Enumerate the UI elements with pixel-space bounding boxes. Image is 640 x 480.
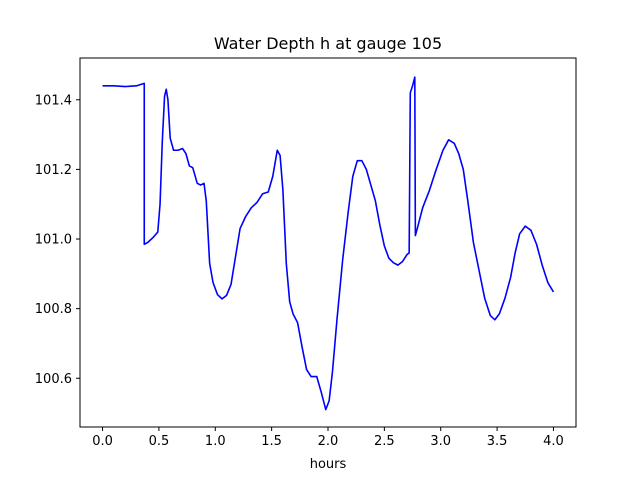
series-layer [102,76,555,411]
x-tick-label: 3.0 [430,434,451,449]
x-tick-label: 0.0 [92,434,113,449]
x-tick-label: 0.5 [149,434,170,449]
x-axis-ticks: 0.0 0.5 1.0 1.5 2.0 2.5 3.0 3.5 4.0 [92,427,564,449]
series-line-0 [102,76,555,411]
plot-area-frame [79,57,577,428]
y-tick-label: 100.6 [35,372,72,387]
y-axis-ticks: 100.6 100.8 101.0 101.2 101.4 [35,93,80,387]
x-tick-label: 2.0 [318,434,339,449]
y-tick-label: 101.0 [35,233,72,248]
x-tick-label: 2.5 [374,434,395,449]
y-tick-label: 101.2 [35,163,72,178]
y-tick-label: 100.8 [35,302,72,317]
x-axis-label: hours [310,457,347,472]
x-tick-label: 1.0 [205,434,226,449]
x-tick-label: 4.0 [543,434,564,449]
y-tick-label: 101.4 [35,93,72,108]
x-tick-label: 3.5 [487,434,508,449]
x-tick-label: 1.5 [261,434,282,449]
chart-title: Water Depth h at gauge 105 [214,34,442,53]
